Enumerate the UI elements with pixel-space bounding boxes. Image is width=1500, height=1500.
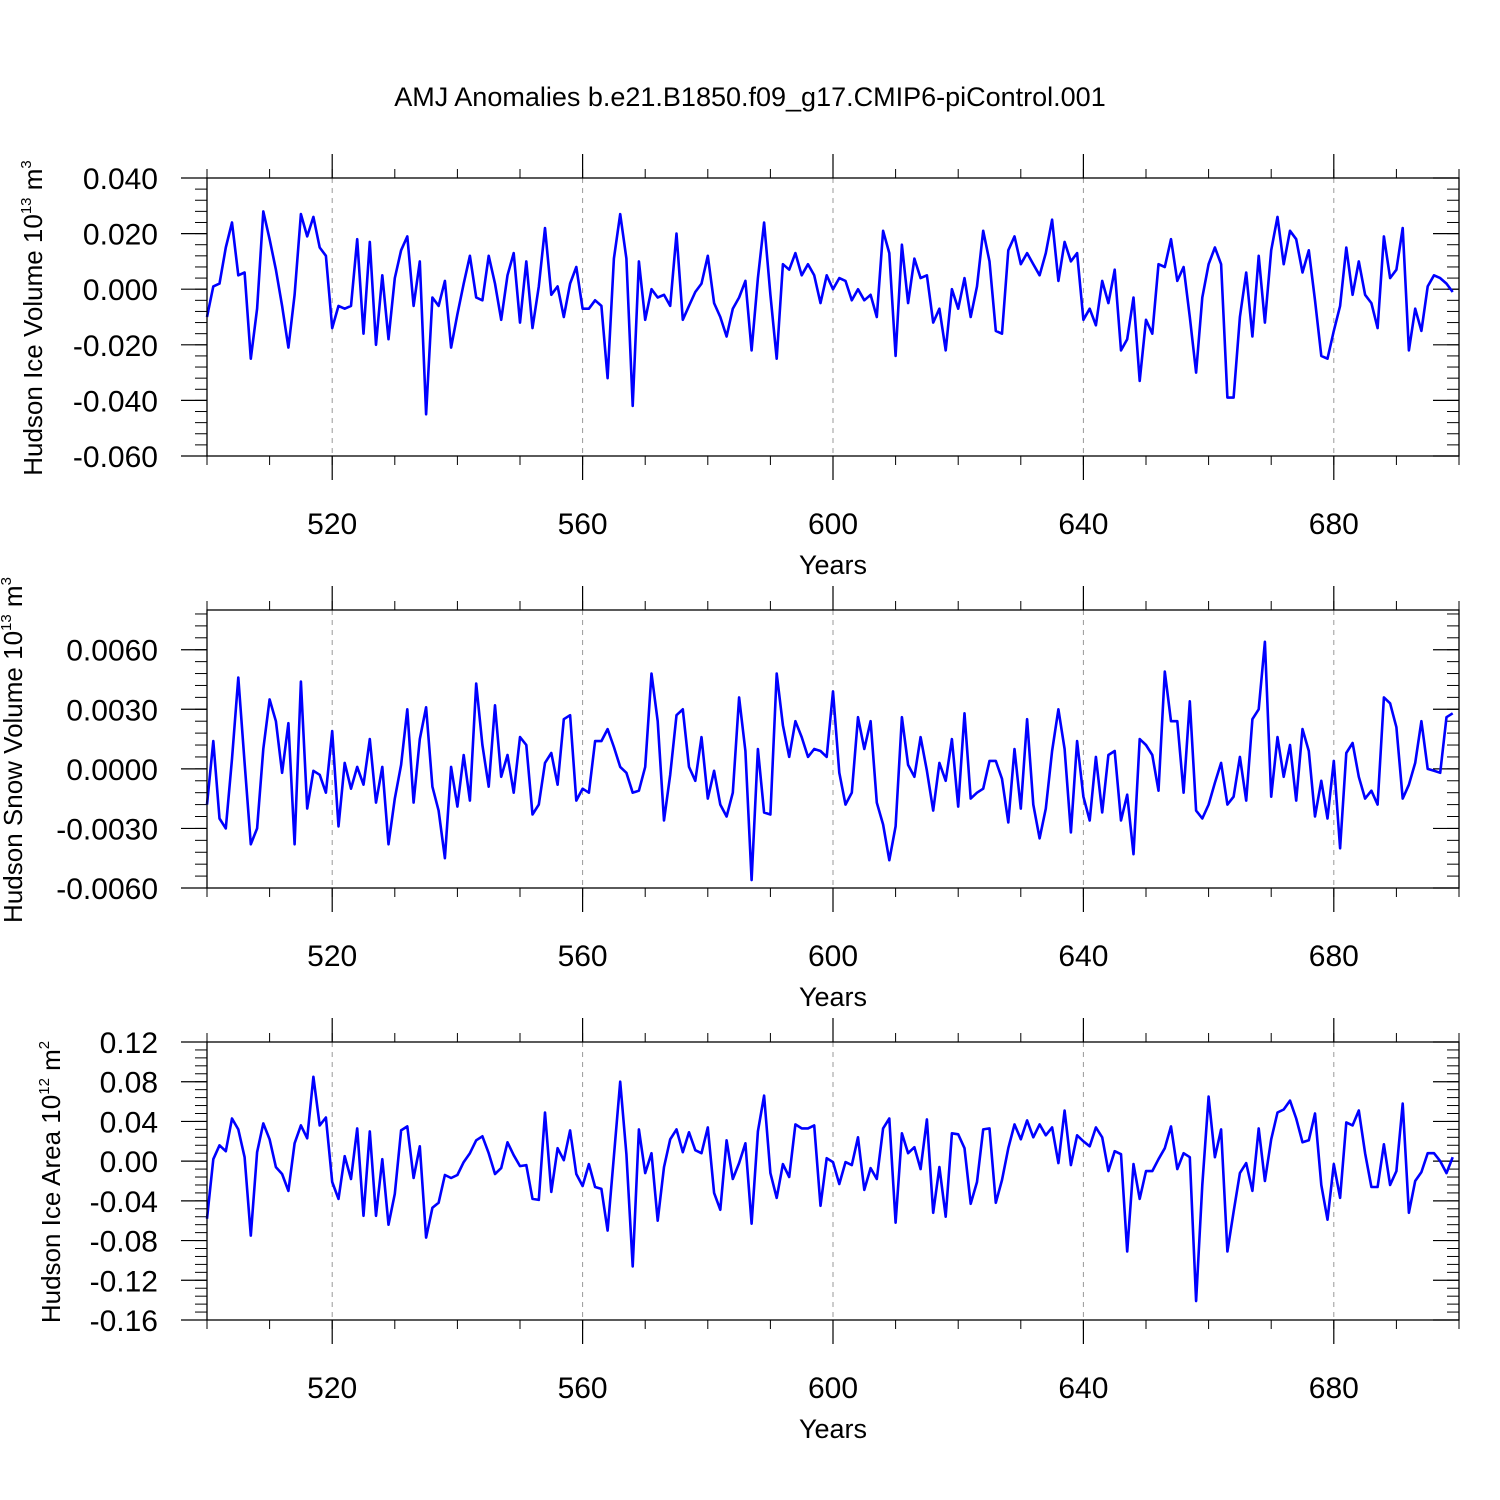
x-axis-label: Years [799,982,867,1012]
y-axis-label: Hudson Snow Volume 1013 m3 [0,577,28,923]
y-tick-label: -0.12 [90,1265,158,1298]
svg-text:Hudson Ice Volume 1013 m3: Hudson Ice Volume 1013 m3 [18,160,48,476]
plot-frame [206,609,1460,889]
plot-frame [206,1041,1460,1321]
svg-text:Hudson Ice Area 1012 m2: Hudson Ice Area 1012 m2 [36,1041,66,1323]
x-tick-label: 560 [558,940,608,973]
y-tick-label: 0.12 [100,1027,158,1060]
series-line [205,210,1454,416]
x-tick-label: 640 [1058,508,1108,541]
y-axis-label: Hudson Ice Volume 1013 m3 [18,160,48,476]
y-tick-label: -0.040 [73,385,158,418]
y-tick-label: -0.060 [73,441,158,474]
y-tick-label: 0.00 [100,1146,158,1179]
panel-ice-area: Hudson Ice Area 1012 m2 Years 520 560 600 6… [36,1018,1460,1444]
figure-title: AMJ Anomalies b.e21.B1850.f09_g17.CMIP6-… [394,82,1105,112]
x-tick-label: 680 [1309,508,1359,541]
x-tick-label: 520 [307,1372,357,1405]
x-tick-label: 640 [1058,1372,1108,1405]
y-tick-label: -0.08 [90,1226,158,1259]
x-tick-label: 520 [307,508,357,541]
panel-snow-volume: Hudson Snow Volume 1013 m3 Years 520 560 6… [0,577,1460,1012]
x-tick-label: 600 [808,940,858,973]
x-axis-label: Years [799,1414,867,1444]
x-axis-label: Years [799,550,867,580]
y-tick-label: 0.020 [83,219,158,252]
svg-text:Hudson Snow Volume 1013 m3: Hudson Snow Volume 1013 m3 [0,577,28,923]
y-axis-label: Hudson Ice Area 1012 m2 [36,1041,66,1323]
y-tick-label: 0.04 [100,1106,158,1139]
y-tick-label: 0.0060 [66,635,158,668]
x-tick-label: 680 [1309,1372,1359,1405]
x-tick-label: 520 [307,940,357,973]
plot-frame [206,177,1460,457]
x-tick-label: 640 [1058,940,1108,973]
x-tick-label: 600 [808,1372,858,1405]
y-tick-label: -0.0030 [56,813,158,846]
series-line [205,1075,1454,1303]
y-tick-label: 0.0030 [66,694,158,727]
y-tick-label: 0.08 [100,1067,158,1100]
series-line [205,640,1454,882]
y-tick-label: -0.020 [73,330,158,363]
panel-ice-volume: Hudson Ice Volume 1013 m3 Years 520 560 60… [18,154,1460,580]
x-tick-label: 600 [808,508,858,541]
y-tick-label: 0.040 [83,163,158,196]
y-tick-label: 0.0000 [66,754,158,787]
y-tick-label: 0.000 [83,274,158,307]
x-tick-label: 560 [558,508,608,541]
y-tick-label: -0.0060 [56,873,158,906]
x-tick-label: 560 [558,1372,608,1405]
y-tick-label: -0.16 [90,1305,158,1338]
x-tick-label: 680 [1309,940,1359,973]
y-tick-label: -0.04 [90,1186,158,1219]
